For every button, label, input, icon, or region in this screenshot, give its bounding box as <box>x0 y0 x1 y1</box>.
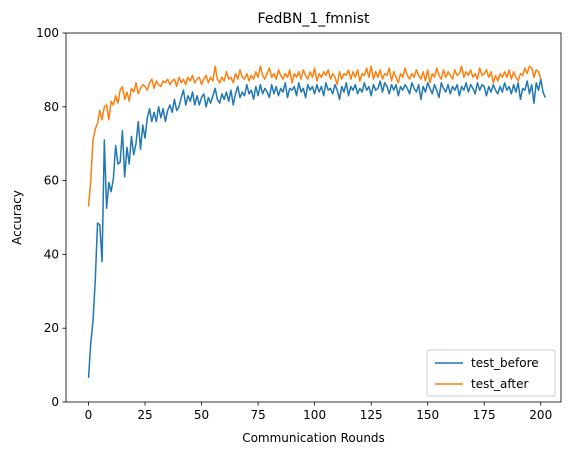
legend: test_before test_after <box>426 349 556 397</box>
series-line-test-after <box>87 65 542 207</box>
plot-frame <box>65 32 562 403</box>
x-axis: 0 25 50 75 100 125 150 175 200 <box>85 402 552 422</box>
y-tick-label: 100 <box>36 26 59 40</box>
x-tick-label: 25 <box>137 408 152 422</box>
y-tick-label: 20 <box>44 321 59 335</box>
y-tick-label: 80 <box>44 100 59 114</box>
x-tick-label: 125 <box>360 408 383 422</box>
y-tick-label: 60 <box>44 174 59 188</box>
y-axis-title: Accuracy <box>10 190 24 245</box>
legend-label-test-after: test_after <box>471 377 529 391</box>
y-axis: 0 20 40 60 80 100 <box>36 26 66 409</box>
x-tick-label: 0 <box>85 408 93 422</box>
x-tick-label: 175 <box>473 408 496 422</box>
y-tick-label: 40 <box>44 247 59 261</box>
series-layer <box>87 65 546 379</box>
y-tick-label: 0 <box>51 395 59 409</box>
x-tick-label: 150 <box>416 408 439 422</box>
chart-title: FedBN_1_fmnist <box>258 11 370 27</box>
legend-label-test-before: test_before <box>471 356 539 370</box>
x-tick-label: 100 <box>303 408 326 422</box>
x-tick-label: 200 <box>529 408 552 422</box>
x-axis-title: Communication Rounds <box>242 431 385 445</box>
x-tick-label: 50 <box>194 408 209 422</box>
series-line-test-before <box>87 78 546 379</box>
x-tick-label: 75 <box>250 408 265 422</box>
